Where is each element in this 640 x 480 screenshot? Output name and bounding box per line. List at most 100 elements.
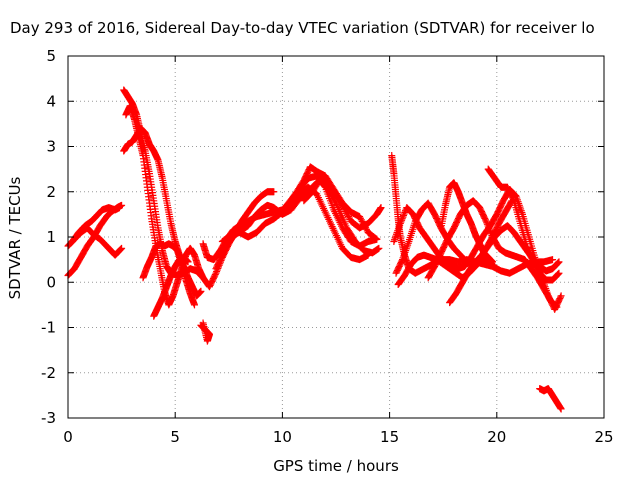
data-point xyxy=(527,252,535,260)
data-point xyxy=(361,222,369,230)
series-arc xyxy=(536,385,565,413)
y-tick-label: 2 xyxy=(46,183,56,201)
data-point xyxy=(400,212,408,220)
data-point xyxy=(484,222,492,230)
data-point xyxy=(358,217,366,225)
y-tick-label: -1 xyxy=(41,319,56,337)
series-arc xyxy=(300,174,383,257)
data-point xyxy=(482,217,490,225)
data-point xyxy=(486,227,494,235)
axis-ticks: 0 5 10 15 20 25 -3 -2 -1 0 1 2 3 4 5 xyxy=(41,47,614,446)
y-tick-label: 1 xyxy=(46,228,56,246)
data-point xyxy=(118,244,126,252)
data-point xyxy=(396,219,404,227)
data-point xyxy=(362,225,370,233)
data-point xyxy=(554,271,562,279)
y-tick-label: 4 xyxy=(46,92,56,110)
data-point xyxy=(115,204,123,212)
data-point xyxy=(328,193,336,201)
data-point xyxy=(184,258,192,266)
data-point xyxy=(331,197,339,205)
series-arc xyxy=(424,197,561,311)
data-point xyxy=(401,208,409,216)
x-tick-label: 15 xyxy=(380,428,399,446)
data-point xyxy=(356,214,364,222)
data-point xyxy=(399,213,407,221)
data-point xyxy=(375,244,383,252)
y-tick-label: 0 xyxy=(46,273,56,291)
data-point xyxy=(552,302,560,310)
data-point xyxy=(359,219,367,227)
data-point xyxy=(326,189,334,197)
data-point xyxy=(485,223,493,231)
data-point xyxy=(555,269,563,277)
data-point xyxy=(327,191,335,199)
data-point xyxy=(199,319,207,327)
y-tick-label: -2 xyxy=(41,364,56,382)
data-point xyxy=(524,245,532,253)
x-tick-label: 10 xyxy=(273,428,292,446)
data-point xyxy=(371,234,379,242)
data-point xyxy=(487,230,495,238)
data-point xyxy=(373,235,381,243)
series-arc xyxy=(150,253,192,320)
data-point xyxy=(527,253,535,261)
data-point xyxy=(357,216,365,224)
x-tick-label: 25 xyxy=(594,428,613,446)
x-tick-label: 20 xyxy=(487,428,506,446)
data-point xyxy=(333,202,341,210)
series-arc xyxy=(197,319,214,345)
data-point xyxy=(377,204,385,212)
y-tick-label: 5 xyxy=(46,47,56,65)
data-point xyxy=(325,186,333,194)
data-markers xyxy=(64,86,565,413)
data-point xyxy=(553,303,561,311)
data-point xyxy=(489,258,497,266)
y-axis-label: SDTVAR / TECUs xyxy=(6,176,24,299)
data-point xyxy=(555,258,563,266)
data-point xyxy=(481,216,489,224)
data-point xyxy=(554,259,562,267)
x-tick-label: 5 xyxy=(170,428,180,446)
data-point xyxy=(332,199,340,207)
series-arc xyxy=(64,201,126,279)
data-point xyxy=(117,245,125,253)
series-arc xyxy=(446,222,563,307)
data-point xyxy=(485,225,493,233)
data-point xyxy=(344,212,352,220)
data-point xyxy=(554,270,562,278)
data-point xyxy=(483,219,491,227)
data-point xyxy=(398,257,406,265)
data-point xyxy=(116,246,124,254)
data-point xyxy=(397,218,405,226)
data-point xyxy=(557,292,565,300)
data-point xyxy=(356,213,364,221)
data-point xyxy=(326,188,334,196)
data-point xyxy=(487,228,495,236)
data-point xyxy=(190,301,198,309)
data-point xyxy=(199,274,207,282)
data-point xyxy=(528,255,536,263)
x-axis-label: GPS time / hours xyxy=(273,457,399,475)
series-arc xyxy=(139,240,198,309)
chart-title: Day 293 of 2016, Sidereal Day-to-day VTE… xyxy=(10,19,595,37)
data-point xyxy=(525,248,533,256)
data-point xyxy=(483,220,491,228)
data-point xyxy=(556,293,564,301)
data-point xyxy=(400,210,408,218)
data-point xyxy=(552,302,560,310)
data-point xyxy=(554,259,562,267)
data-point xyxy=(345,214,353,222)
data-point xyxy=(372,235,380,243)
data-point xyxy=(526,250,534,258)
data-point xyxy=(330,196,338,204)
data-point xyxy=(270,188,278,196)
data-point xyxy=(549,256,557,264)
data-point xyxy=(398,216,406,224)
data-point xyxy=(523,244,531,252)
data-point xyxy=(509,195,517,203)
data-point xyxy=(332,200,340,208)
x-tick-label: 0 xyxy=(63,428,73,446)
y-tick-label: -3 xyxy=(41,409,56,427)
